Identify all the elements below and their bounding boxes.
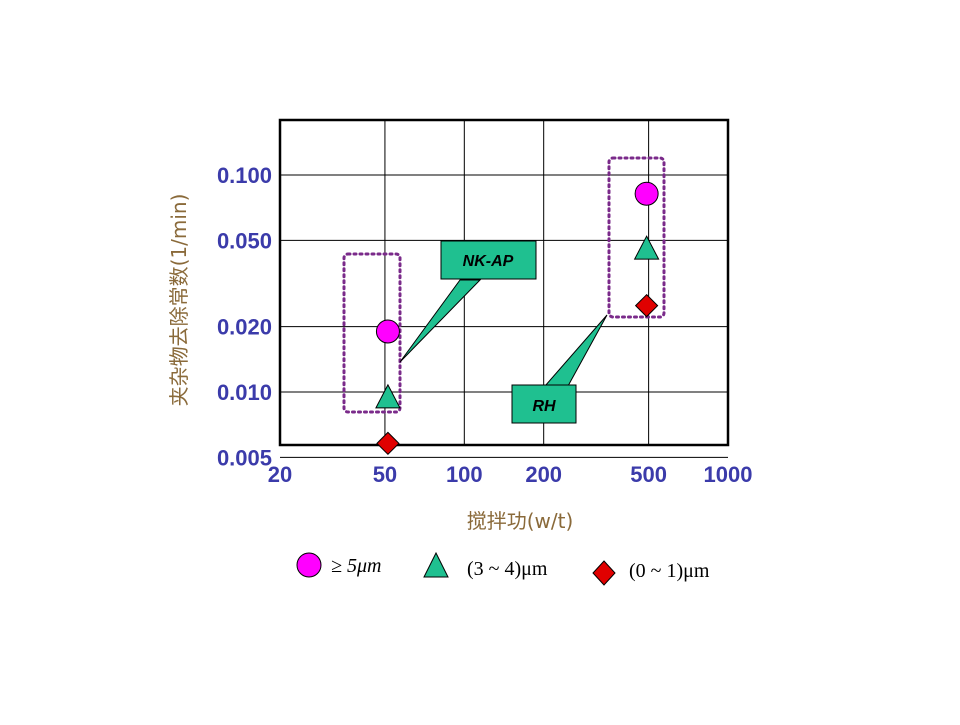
legend: ≥ 5μm (3 ~ 4)μm (0 ~ 1)μm <box>296 551 710 586</box>
callout-nk-ap: NK-AP <box>399 240 537 363</box>
group-box-nk-ap <box>342 252 402 414</box>
x-tick-label: 1000 <box>704 462 753 487</box>
plot-frame <box>278 118 730 447</box>
y-tick-label: 0.100 <box>217 163 272 188</box>
legend-circle-marker <box>296 552 322 578</box>
x-tick-label: 20 <box>268 462 292 487</box>
data-point-diamond-50 <box>376 431 400 456</box>
x-tick-label: 50 <box>373 462 397 487</box>
legend-diamond-marker <box>592 560 616 586</box>
callout-rh-label: RH <box>532 398 556 415</box>
data-point-circle-500 <box>634 181 659 206</box>
y-tick-label: 0.005 <box>217 445 272 470</box>
legend-label-ge-5um: ≥ 5μm <box>331 555 381 577</box>
data-point-circle-50 <box>375 319 400 344</box>
data-point-triangle-500 <box>633 235 660 260</box>
callout-nk-ap-label: NK-AP <box>463 253 514 270</box>
grid-lines <box>280 120 728 458</box>
data-markers <box>375 181 660 456</box>
y-tick-label: 0.010 <box>217 380 272 405</box>
group-box-rh <box>607 156 666 319</box>
callout-rh: RH <box>511 314 608 424</box>
legend-label-0-1um: (0 ~ 1)μm <box>629 560 710 582</box>
y-tick-label: 0.020 <box>217 315 272 340</box>
x-tick-labels: 20 50 100 200 500 1000 <box>268 462 753 487</box>
x-tick-label: 500 <box>630 462 667 487</box>
data-point-diamond-500 <box>634 293 659 318</box>
x-tick-label: 100 <box>446 462 483 487</box>
data-point-triangle-50 <box>375 383 401 409</box>
legend-triangle-marker <box>423 551 449 578</box>
x-tick-label: 200 <box>525 462 562 487</box>
x-axis-title: 搅拌功(w/t) <box>467 509 574 533</box>
y-tick-labels: 0.005 0.010 0.020 0.050 0.100 <box>217 163 272 470</box>
legend-label-3-4um: (3 ~ 4)μm <box>467 558 548 580</box>
y-tick-label: 0.050 <box>217 228 272 253</box>
y-axis-title: 夹杂物去除常数(1/min) <box>167 194 191 407</box>
